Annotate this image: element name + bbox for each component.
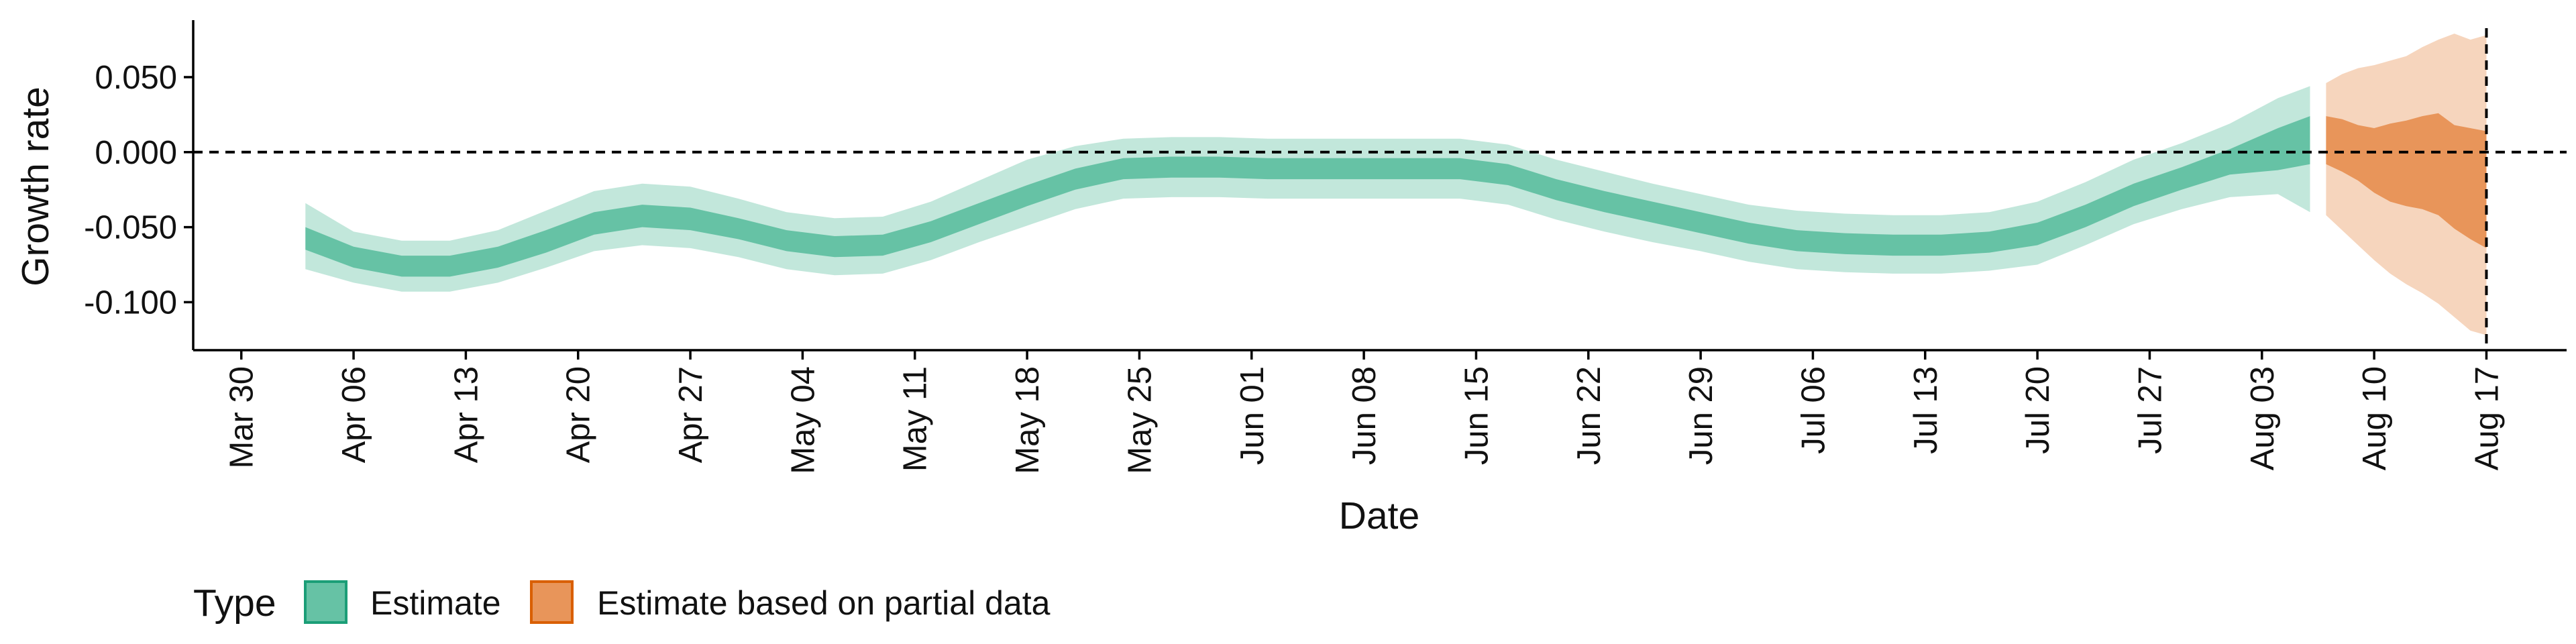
x-tick-label: Apr 06: [336, 366, 372, 463]
band-inner-estimate: [305, 116, 2310, 277]
x-tick-label: May 11: [898, 366, 934, 472]
legend-label-partial: Estimate based on partial data: [597, 584, 1051, 622]
x-tick-label: Jun 15: [1458, 366, 1495, 465]
x-tick-label: Aug 10: [2357, 366, 2393, 470]
legend: Type Estimate Estimate based on partial …: [193, 580, 1051, 625]
legend-title: Type: [193, 582, 276, 625]
x-tick-label: Jun 01: [1234, 366, 1271, 465]
y-tick-label: 0.050: [95, 60, 177, 96]
tick-layer: 0.050 0.000 -0.050 -0.100 Mar 30 Apr 06 Apr 13…: [84, 60, 2505, 474]
band-outer-estimate: [305, 86, 2310, 292]
x-tick-label: Apr 27: [673, 366, 709, 463]
x-tick-label: Jul 20: [2020, 366, 2056, 454]
y-tick-label: -0.050: [84, 210, 177, 246]
x-tick-label: Aug 03: [2245, 366, 2281, 470]
reference-lines: [193, 28, 2567, 350]
x-tick-label: Jun 29: [1683, 366, 1719, 465]
x-axis-title: Date: [1339, 494, 1419, 537]
x-tick-label: Jul 13: [1908, 366, 1944, 454]
legend-label-estimate: Estimate: [370, 584, 501, 622]
x-tick-label: Jul 06: [1795, 366, 1831, 454]
x-tick-label: May 18: [1010, 366, 1046, 474]
y-tick-label: -0.100: [84, 284, 177, 321]
x-tick-label: Aug 17: [2469, 366, 2506, 470]
band-layer: [305, 34, 2487, 335]
legend-swatch-partial: [530, 580, 574, 624]
x-tick-label: Mar 30: [224, 366, 260, 469]
x-tick-label: Jun 22: [1571, 366, 1607, 465]
axes: [192, 20, 2567, 352]
band-inner-partial: [2326, 113, 2487, 248]
x-tick-label: Apr 20: [561, 366, 597, 463]
y-tick-label: 0.000: [95, 135, 177, 171]
x-tick-label: May 04: [785, 366, 821, 474]
x-tick-label: Jul 27: [2133, 366, 2169, 454]
x-tick-label: Apr 13: [448, 366, 484, 463]
y-axis-title: Growth rate: [14, 87, 57, 286]
legend-swatch-estimate: [304, 580, 347, 624]
x-tick-label: May 25: [1122, 366, 1158, 474]
x-tick-label: Jun 08: [1346, 366, 1383, 465]
